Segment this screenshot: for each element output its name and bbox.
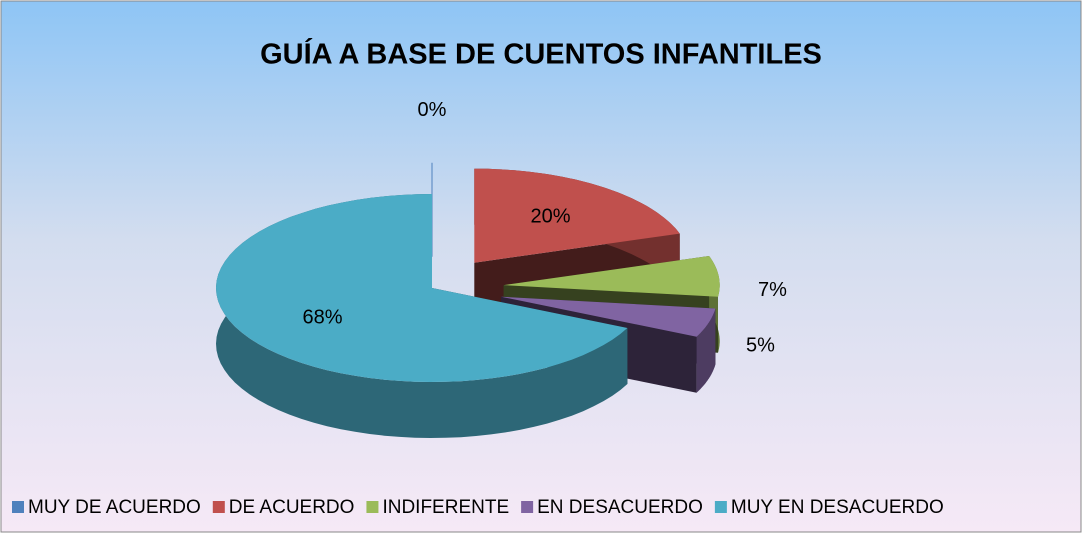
data-label: 7% [758,279,787,301]
pie-slice [503,256,720,297]
legend-swatch [212,501,225,513]
data-label: 5% [746,335,775,357]
data-label: 0% [418,99,447,121]
legend-swatch [12,501,24,513]
legend-label: MUY EN DESACUERDO [731,497,944,518]
legend-swatch [521,501,534,513]
data-label: 68% [303,307,343,329]
legend-label: DE ACUERDO [229,497,355,518]
pie-slice [501,296,716,337]
data-label: 20% [530,205,570,227]
legend-label: EN DESACUERDO [537,497,703,518]
legend-label: INDIFERENTE [382,497,509,518]
pie-slice [474,168,680,263]
legend-swatch [366,501,379,513]
chart-title: GUÍA A BASE DE CUENTOS INFANTILES [260,37,822,71]
slice-side [696,308,716,393]
legend-label: MUY DE ACUERDO [28,497,201,518]
pie-slice [216,194,628,382]
legend-swatch [714,501,727,513]
